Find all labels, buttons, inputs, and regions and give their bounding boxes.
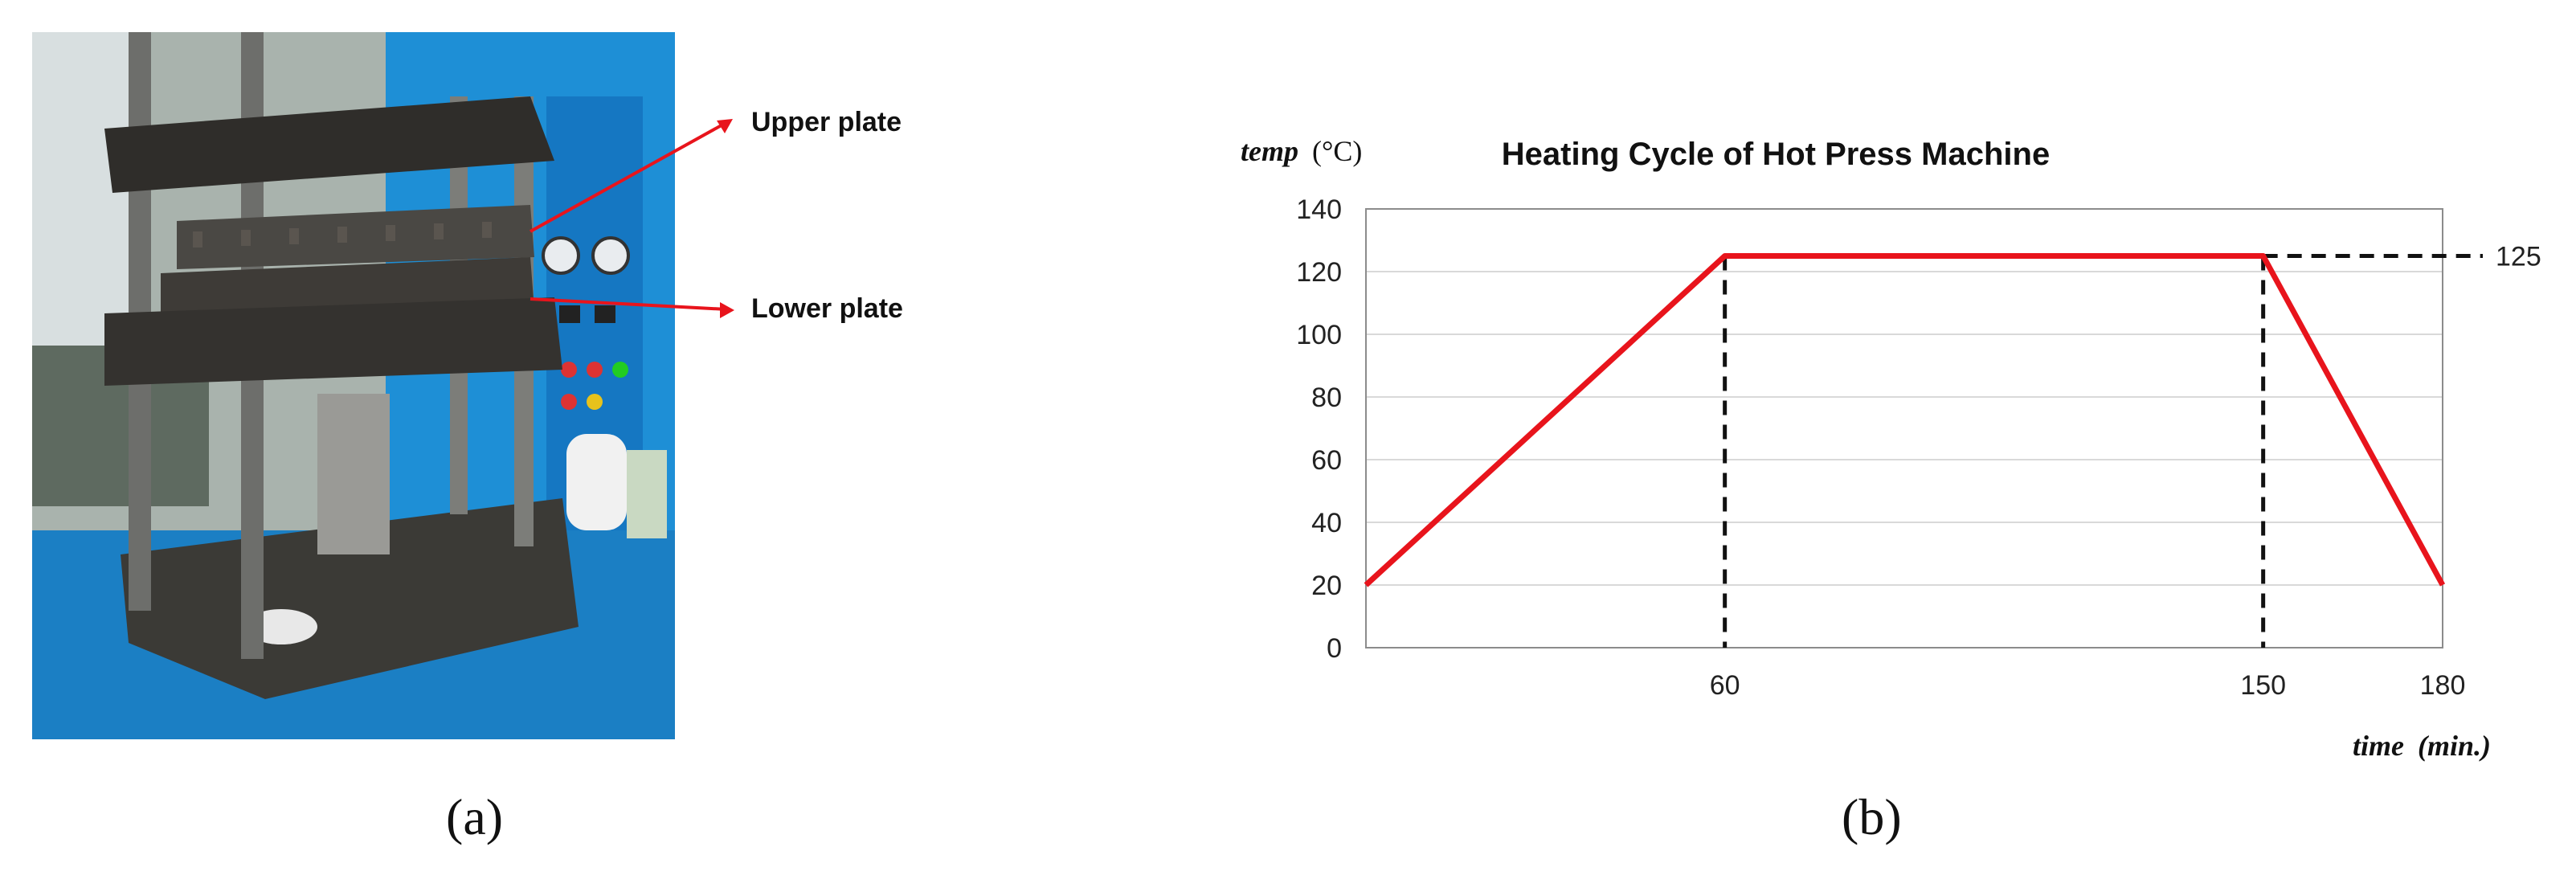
chart-panel: Heating Cycle of Hot Press Machine temp …: [1205, 0, 2576, 892]
heating-cycle-chart: Heating Cycle of Hot Press Machine temp …: [1241, 135, 2541, 762]
photo-panel: Upper plate Lower plate (a): [0, 0, 1045, 892]
y-tick-label-80: 80: [1311, 383, 1342, 413]
x-tick-label-180: 180: [2420, 670, 2466, 701]
x-axis-label-unit: (min.): [2418, 730, 2491, 762]
caption-a: (a): [446, 788, 504, 845]
hot-press-photo: [32, 32, 734, 739]
plot-frame: [1365, 208, 2443, 648]
y-tick-label-20: 20: [1311, 571, 1342, 601]
y-tick-label-140: 140: [1296, 194, 1342, 225]
x-axis-label: time (min.): [2353, 730, 2491, 762]
y-tick-label-40: 40: [1311, 508, 1342, 538]
x-axis-label-main: time: [2353, 730, 2404, 762]
callout-lower-plate: Lower plate: [751, 293, 903, 324]
y-axis-label: temp (°C): [1241, 135, 1362, 167]
y-axis-label-main: temp: [1241, 135, 1298, 167]
annotation-label-125: 125: [2496, 242, 2541, 272]
x-tick-label-150: 150: [2240, 670, 2286, 701]
callout-upper-plate: Upper plate: [751, 107, 902, 137]
chart-title: Heating Cycle of Hot Press Machine: [1502, 137, 2050, 172]
x-tick-label-60: 60: [1710, 670, 1740, 701]
y-tick-label-0: 0: [1327, 633, 1342, 664]
y-tick-label-60: 60: [1311, 445, 1342, 476]
caption-b: (b): [1842, 788, 1902, 845]
series-line-0: [1364, 253, 2446, 587]
y-axis-label-unit: (°C): [1312, 135, 1362, 167]
y-tick-label-100: 100: [1296, 320, 1342, 350]
y-tick-label-120: 120: [1296, 257, 1342, 288]
